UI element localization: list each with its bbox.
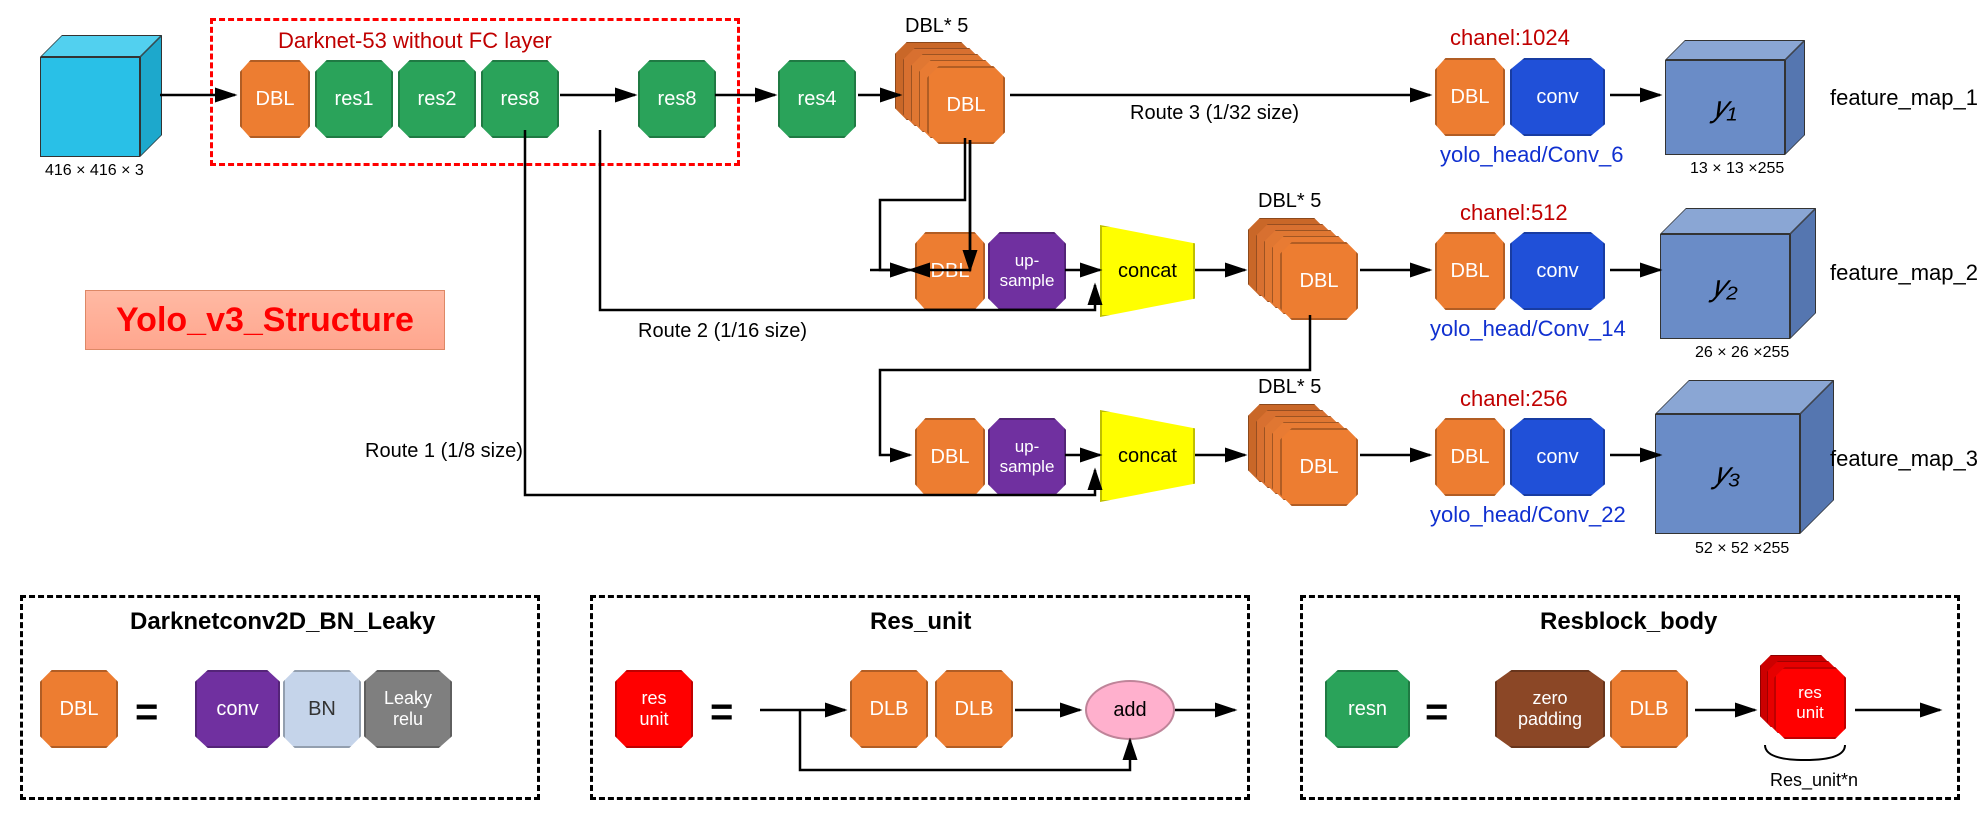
arrows-layer (0, 0, 1986, 821)
